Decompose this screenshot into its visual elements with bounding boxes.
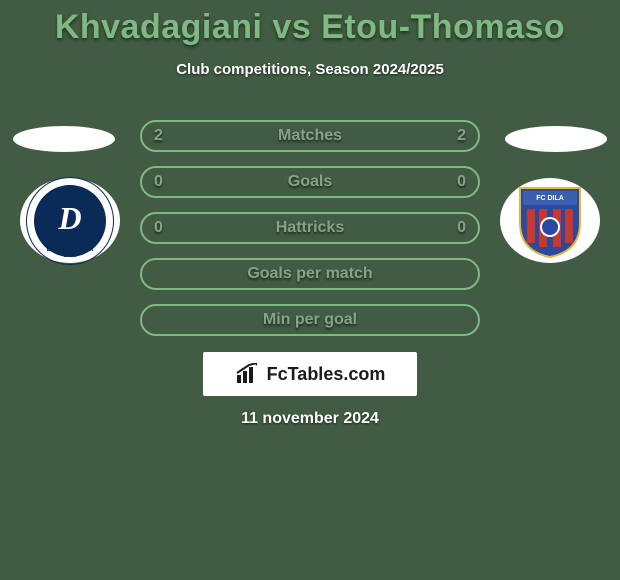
svg-text:FC DILA: FC DILA: [536, 195, 564, 202]
stat-row-goals: 0 Goals 0: [140, 166, 480, 198]
stat-right-value: 0: [457, 168, 466, 196]
page-title: Khvadagiani vs Etou-Thomaso: [0, 0, 620, 47]
stats-column: 2 Matches 2 0 Goals 0 0 Hattricks 0 Goal…: [140, 120, 480, 350]
stat-row-goals-per-match: Goals per match: [140, 258, 480, 290]
stat-label: Matches: [278, 127, 342, 145]
stat-row-hattricks: 0 Hattricks 0: [140, 212, 480, 244]
stat-label: Goals: [288, 173, 332, 191]
subtitle: Club competitions, Season 2024/2025: [0, 61, 620, 78]
stat-right-value: 0: [457, 214, 466, 242]
stat-label: Hattricks: [276, 219, 344, 237]
dinamo-tbilisi-crest: D DINAMO TBILISI1925: [34, 185, 106, 257]
stat-left-value: 2: [154, 122, 163, 150]
crest-caption: DINAMO TBILISI1925: [34, 247, 106, 259]
player-left-ellipse: [13, 126, 115, 152]
date-line: 11 november 2024: [0, 410, 620, 428]
club-badge-right: FC DILA: [500, 178, 600, 263]
stat-label: Min per goal: [263, 311, 357, 329]
fc-dila-crest: FC DILA: [515, 183, 585, 259]
brand-chart-icon: [235, 363, 261, 385]
stat-right-value: 2: [457, 122, 466, 150]
club-badge-left: D DINAMO TBILISI1925: [20, 178, 120, 263]
player-right-ellipse: [505, 126, 607, 152]
stat-row-matches: 2 Matches 2: [140, 120, 480, 152]
brand-label: FcTables.com: [267, 364, 386, 385]
crest-letter: D: [58, 200, 81, 237]
stat-row-min-per-goal: Min per goal: [140, 304, 480, 336]
stat-left-value: 0: [154, 168, 163, 196]
brand-box[interactable]: FcTables.com: [203, 352, 417, 396]
stat-left-value: 0: [154, 214, 163, 242]
stat-label: Goals per match: [247, 265, 372, 283]
